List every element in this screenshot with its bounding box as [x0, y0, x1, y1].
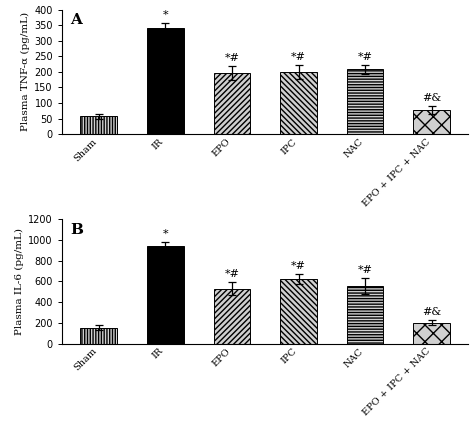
Bar [80, 327, 117, 343]
Y-axis label: Plasma TNF-α (pg/mL): Plasma TNF-α (pg/mL) [21, 12, 30, 132]
Text: *: * [163, 229, 168, 239]
Text: #&: #& [422, 307, 441, 317]
Bar [214, 288, 250, 343]
Text: *#: *# [358, 265, 373, 275]
Bar [413, 323, 450, 343]
Text: *#: *# [358, 52, 373, 62]
Text: B: B [70, 223, 83, 237]
Bar [80, 116, 117, 134]
Bar [347, 69, 383, 134]
Bar [214, 73, 250, 134]
Bar [413, 110, 450, 134]
Text: #&: #& [422, 93, 441, 103]
Bar [147, 28, 183, 134]
Text: *#: *# [224, 53, 239, 63]
Bar [280, 72, 317, 134]
Y-axis label: Plasma IL-6 (pg/mL): Plasma IL-6 (pg/mL) [15, 228, 24, 335]
Text: *#: *# [291, 52, 306, 62]
Text: *#: *# [291, 261, 306, 271]
Text: *: * [163, 10, 168, 19]
Bar [147, 246, 183, 343]
Text: *#: *# [224, 269, 239, 279]
Bar [280, 279, 317, 343]
Bar [347, 286, 383, 343]
Text: A: A [70, 13, 82, 27]
